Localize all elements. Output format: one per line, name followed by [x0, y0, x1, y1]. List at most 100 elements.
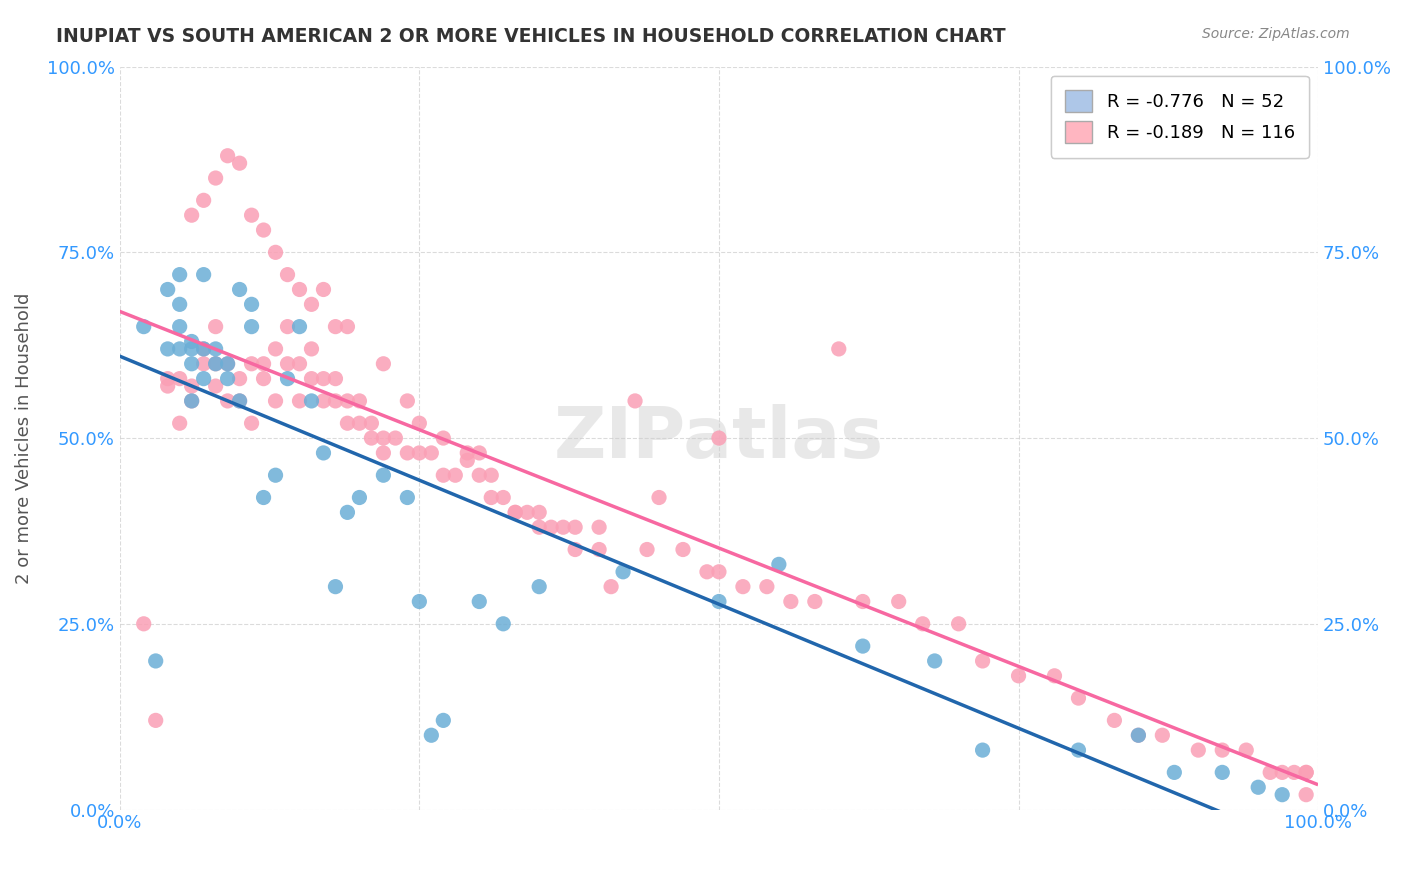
Point: [1258, 765, 1281, 780]
Point: [588, 542, 610, 557]
Point: [217, 357, 239, 371]
Point: [707, 431, 730, 445]
Point: [228, 283, 250, 297]
Point: [132, 319, 155, 334]
Point: [156, 371, 179, 385]
Point: [240, 208, 263, 222]
Point: [384, 431, 406, 445]
Point: [468, 446, 491, 460]
Point: [887, 594, 910, 608]
Point: [972, 654, 994, 668]
Point: [288, 393, 311, 408]
Point: [852, 594, 875, 608]
Point: [193, 342, 215, 356]
Point: [373, 357, 395, 371]
Point: [217, 393, 239, 408]
Point: [325, 319, 347, 334]
Point: [1128, 728, 1150, 742]
Point: [624, 393, 647, 408]
Point: [240, 416, 263, 430]
Point: [169, 268, 191, 282]
Point: [1234, 743, 1257, 757]
Point: [1211, 743, 1233, 757]
Point: [180, 334, 202, 349]
Point: [612, 565, 634, 579]
Point: [564, 520, 586, 534]
Point: [325, 371, 347, 385]
Point: [527, 505, 550, 519]
Point: [527, 520, 550, 534]
Point: [288, 283, 311, 297]
Point: [180, 342, 202, 356]
Point: [432, 468, 454, 483]
Point: [240, 319, 263, 334]
Point: [252, 357, 274, 371]
Point: [325, 393, 347, 408]
Point: [696, 565, 718, 579]
Point: [1043, 669, 1066, 683]
Point: [349, 393, 371, 408]
Point: [145, 714, 167, 728]
Point: [349, 416, 371, 430]
Point: [1211, 765, 1233, 780]
Point: [193, 342, 215, 356]
Point: [204, 342, 226, 356]
Point: [252, 491, 274, 505]
Point: [1247, 780, 1270, 795]
Point: [312, 393, 335, 408]
Point: [264, 393, 287, 408]
Point: [420, 728, 443, 742]
Point: [204, 171, 226, 186]
Point: [1271, 788, 1294, 802]
Point: [193, 194, 215, 208]
Point: [288, 357, 311, 371]
Point: [301, 393, 323, 408]
Point: [301, 297, 323, 311]
Point: [228, 156, 250, 170]
Point: [180, 393, 202, 408]
Point: [132, 616, 155, 631]
Point: [312, 446, 335, 460]
Point: [456, 446, 478, 460]
Text: ZIPatlas: ZIPatlas: [554, 403, 884, 473]
Point: [396, 393, 419, 408]
Point: [396, 446, 419, 460]
Point: [396, 491, 419, 505]
Point: [336, 505, 359, 519]
Point: [349, 491, 371, 505]
Point: [540, 520, 562, 534]
Point: [804, 594, 827, 608]
Point: [492, 616, 515, 631]
Point: [312, 283, 335, 297]
Point: [312, 371, 335, 385]
Point: [193, 357, 215, 371]
Point: [479, 491, 502, 505]
Point: [360, 431, 382, 445]
Text: Source: ZipAtlas.com: Source: ZipAtlas.com: [1202, 27, 1350, 41]
Point: [193, 371, 215, 385]
Point: [444, 468, 467, 483]
Point: [1271, 765, 1294, 780]
Point: [336, 393, 359, 408]
Point: [264, 468, 287, 483]
Point: [707, 565, 730, 579]
Point: [1187, 743, 1209, 757]
Text: INUPIAT VS SOUTH AMERICAN 2 OR MORE VEHICLES IN HOUSEHOLD CORRELATION CHART: INUPIAT VS SOUTH AMERICAN 2 OR MORE VEHI…: [56, 27, 1005, 45]
Point: [217, 371, 239, 385]
Point: [240, 357, 263, 371]
Point: [924, 654, 946, 668]
Point: [373, 468, 395, 483]
Point: [648, 491, 671, 505]
Point: [1282, 765, 1305, 780]
Point: [264, 245, 287, 260]
Point: [180, 357, 202, 371]
Point: [301, 371, 323, 385]
Point: [169, 319, 191, 334]
Point: [156, 283, 179, 297]
Point: [276, 357, 298, 371]
Point: [180, 393, 202, 408]
Point: [373, 431, 395, 445]
Point: [336, 416, 359, 430]
Legend: R = -0.776   N = 52, R = -0.189   N = 116: R = -0.776 N = 52, R = -0.189 N = 116: [1050, 76, 1309, 158]
Point: [707, 594, 730, 608]
